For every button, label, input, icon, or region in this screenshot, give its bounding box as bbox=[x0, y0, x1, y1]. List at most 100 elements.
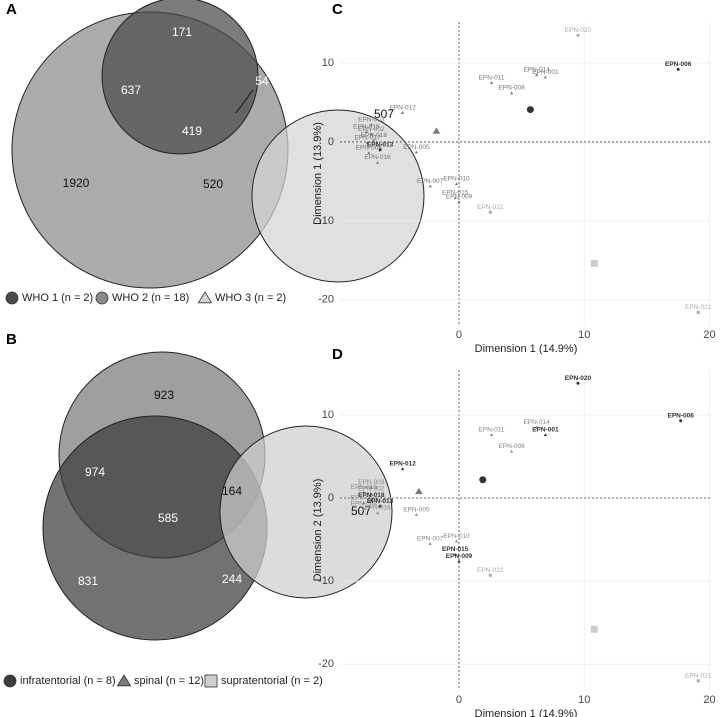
y-tick-label: -20 bbox=[318, 294, 334, 306]
region-count: 831 bbox=[78, 574, 98, 588]
y-tick-label: -20 bbox=[318, 658, 334, 670]
point bbox=[543, 433, 548, 437]
panel-letter: B bbox=[6, 331, 17, 348]
point bbox=[428, 184, 432, 188]
point-label: EPN-014 bbox=[523, 419, 550, 426]
region-count: 585 bbox=[158, 511, 178, 525]
y-tick-label: 10 bbox=[322, 409, 334, 421]
point bbox=[696, 679, 700, 683]
region-count: 244 bbox=[222, 572, 242, 586]
legend-label: infratentorial (n = 8) bbox=[20, 675, 116, 687]
region-count: 507 bbox=[374, 107, 394, 121]
point-label: EPN-001 bbox=[532, 69, 559, 76]
point-label: EPN-009 bbox=[446, 194, 473, 201]
point bbox=[576, 381, 580, 385]
point bbox=[489, 81, 494, 84]
point-label: EPN-016 bbox=[364, 154, 391, 161]
point bbox=[428, 542, 432, 545]
legend-label: supratentorial (n = 2) bbox=[221, 675, 323, 687]
point-label: EPN-005 bbox=[403, 506, 430, 513]
point bbox=[378, 148, 382, 152]
y-axis-title: Dimension 2 (13.9%) bbox=[312, 479, 324, 582]
point-label: EPN-016 bbox=[364, 505, 391, 512]
point-label: EPN-001 bbox=[532, 427, 559, 434]
point bbox=[362, 507, 366, 511]
point bbox=[453, 196, 457, 200]
point-label: EPN-022 bbox=[477, 567, 504, 574]
point-label: EPN-019 bbox=[353, 123, 380, 130]
y-tick-label: -10 bbox=[318, 215, 334, 227]
legend-label: WHO 2 (n = 18) bbox=[112, 292, 189, 304]
point-label: EPN-009 bbox=[446, 553, 473, 560]
y-tick-label: 0 bbox=[328, 136, 334, 148]
y-tick-label: 0 bbox=[328, 492, 334, 504]
x-axis-title: Dimension 1 (14.9%) bbox=[475, 343, 578, 355]
point-label: EPN-012 bbox=[389, 461, 416, 468]
point-label: EPN-020 bbox=[565, 375, 592, 382]
set-circle bbox=[101, 0, 259, 155]
point bbox=[400, 111, 405, 114]
point-label: EPN-021 bbox=[685, 304, 712, 311]
point bbox=[543, 75, 548, 79]
point bbox=[509, 91, 514, 95]
point-label: EPN-002 bbox=[358, 486, 385, 493]
panel-letter: A bbox=[6, 1, 17, 18]
region-count: 637 bbox=[121, 83, 141, 97]
point bbox=[679, 419, 683, 423]
region-count: 54 bbox=[255, 74, 269, 88]
point bbox=[414, 150, 419, 154]
point-label: EPN-004 bbox=[351, 501, 378, 508]
point-label: EPN-012 bbox=[389, 104, 416, 111]
point-label: EPN-022 bbox=[477, 204, 504, 211]
point bbox=[375, 160, 380, 164]
set-circle bbox=[219, 425, 393, 599]
region-count: 1920 bbox=[63, 176, 90, 190]
x-tick-label: 10 bbox=[578, 329, 590, 341]
point-label: EPN-004 bbox=[356, 145, 383, 152]
point bbox=[369, 132, 373, 136]
legend-label: spinal (n = 12) bbox=[134, 675, 204, 687]
point-label: EPN-017 bbox=[351, 495, 378, 502]
point bbox=[367, 151, 371, 155]
point-label: EPN-005 bbox=[403, 144, 430, 151]
point bbox=[369, 123, 373, 126]
point bbox=[362, 490, 366, 494]
point bbox=[479, 476, 487, 484]
point-label: EPN-017 bbox=[354, 134, 381, 141]
point bbox=[454, 539, 459, 543]
point bbox=[457, 559, 461, 563]
point bbox=[369, 492, 373, 496]
point-label: EPN-018 bbox=[361, 132, 388, 139]
point bbox=[415, 487, 423, 495]
point-label: EPN-006 bbox=[667, 412, 694, 419]
region-count: 974 bbox=[85, 465, 105, 479]
x-tick-label: 20 bbox=[703, 329, 715, 341]
point-label: EPN-007 bbox=[417, 535, 444, 542]
legend-symbol bbox=[204, 674, 218, 688]
point-label: EPN-008 bbox=[498, 443, 525, 450]
point-label: EPN-011 bbox=[479, 74, 505, 81]
point bbox=[372, 138, 376, 142]
point bbox=[488, 573, 492, 577]
point bbox=[369, 498, 373, 502]
point bbox=[378, 504, 382, 508]
point-label: EPN-020 bbox=[565, 27, 592, 34]
legend-symbol bbox=[197, 291, 213, 304]
point bbox=[696, 310, 700, 314]
point bbox=[364, 130, 368, 133]
point bbox=[454, 182, 459, 185]
legend-label: WHO 3 (n = 2) bbox=[215, 292, 286, 304]
point bbox=[534, 73, 539, 77]
x-tick-label: 0 bbox=[456, 694, 462, 706]
point bbox=[534, 425, 539, 429]
point-label: EPN-018 bbox=[358, 492, 385, 499]
point-label: EPN-013 bbox=[367, 142, 394, 149]
region-count: 507 bbox=[351, 504, 371, 518]
point-label: EPN-010 bbox=[443, 175, 470, 182]
point-label: EPN-003 bbox=[358, 479, 385, 486]
point bbox=[453, 553, 457, 556]
legend-symbol bbox=[3, 674, 17, 688]
point-label: EPN-007 bbox=[417, 178, 444, 185]
point bbox=[414, 513, 419, 516]
